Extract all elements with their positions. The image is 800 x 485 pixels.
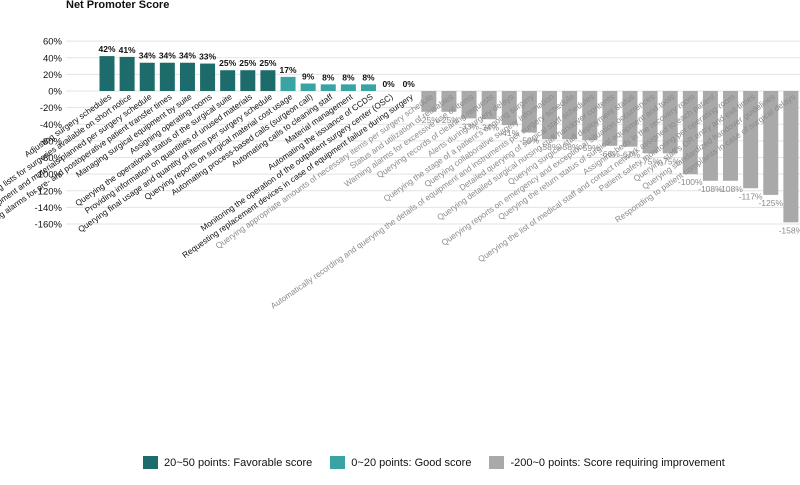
y-tick-label: -120%	[35, 186, 63, 197]
y-tick-label: -60%	[40, 136, 63, 147]
value-label: 34%	[179, 51, 196, 61]
y-axis-title: Net Promoter Score	[66, 0, 169, 11]
legend-item-favorable: 20~50 points: Favorable score	[143, 456, 312, 469]
bar	[179, 62, 195, 91]
value-label: 25%	[239, 58, 256, 68]
value-label: 17%	[280, 65, 297, 75]
bar	[662, 91, 678, 154]
value-label: -25%	[439, 115, 459, 125]
y-tick-label: -80%	[40, 153, 63, 164]
value-label: -117%	[739, 191, 763, 201]
value-label: 0%	[403, 79, 416, 89]
y-tick-label: -160%	[35, 220, 63, 231]
value-label: 8%	[362, 72, 375, 82]
bar	[99, 56, 115, 91]
y-tick-label: -40%	[40, 120, 63, 131]
bar	[783, 91, 799, 223]
value-label: -158%	[779, 225, 800, 235]
bar	[602, 91, 618, 146]
legend-label-good: 0~20 points: Good score	[351, 456, 472, 469]
bar	[481, 91, 497, 120]
bar	[260, 70, 276, 91]
y-tick-label: -140%	[35, 203, 63, 214]
value-label: -50%	[519, 136, 539, 146]
value-label: 34%	[139, 51, 156, 61]
bar	[501, 91, 517, 126]
value-label: -67%	[620, 150, 640, 160]
value-label: -58%	[540, 142, 560, 152]
value-labels: 42% 41%34% 34% 34% 33%25% 25% 25%17%9% 8% 8% 8%0%…	[98, 44, 800, 235]
bar	[622, 91, 638, 147]
bar	[723, 91, 739, 181]
value-label: -58%	[560, 142, 580, 152]
bar	[441, 91, 457, 112]
y-tick-label: 20%	[43, 70, 63, 81]
bars	[99, 56, 799, 223]
value-label: 42%	[98, 44, 115, 54]
value-label: 25%	[259, 58, 276, 68]
legend-label-improvement: -200~0 points: Score requiring improveme…	[510, 456, 725, 469]
y-tick-label: -20%	[40, 103, 63, 114]
bar	[562, 91, 578, 140]
value-label: -25%	[419, 115, 439, 125]
value-label: 34%	[159, 51, 176, 61]
legend-item-improvement: -200~0 points: Score requiring improveme…	[489, 456, 725, 469]
bar	[702, 91, 718, 181]
legend: 20~50 points: Favorable score 0~20 point…	[143, 456, 725, 469]
value-label: 0%	[382, 79, 395, 89]
value-label: 9%	[302, 72, 315, 82]
bar	[542, 91, 558, 140]
value-label: -100%	[678, 177, 703, 187]
value-label: -66%	[600, 149, 620, 159]
value-label: 25%	[219, 58, 236, 68]
bar	[360, 84, 376, 91]
bar	[300, 83, 316, 91]
y-tick-label: 60%	[43, 37, 63, 48]
y-tick-label: -100%	[35, 170, 63, 181]
bar	[200, 63, 216, 91]
value-label: -75%	[660, 156, 680, 166]
value-label: -108%	[718, 184, 743, 194]
legend-swatch-favorable	[143, 456, 158, 469]
value-label: 8%	[322, 72, 335, 82]
bar	[521, 91, 537, 133]
legend-swatch-improvement	[489, 456, 505, 469]
bar	[642, 91, 658, 154]
y-tick-label: 40%	[43, 53, 63, 64]
bar	[682, 91, 698, 175]
value-label: 41%	[119, 45, 136, 55]
value-label: -75%	[640, 156, 660, 166]
legend-swatch-good	[330, 456, 346, 469]
bar	[320, 84, 336, 91]
bar	[763, 91, 779, 195]
bar	[240, 70, 256, 91]
bar	[159, 62, 175, 91]
legend-label-favorable: 20~50 points: Favorable score	[164, 456, 313, 469]
bar	[280, 76, 296, 91]
y-tick-label: 0%	[48, 87, 62, 98]
value-label: 33%	[199, 52, 216, 62]
value-label: -34%	[479, 122, 499, 132]
bar	[119, 56, 135, 91]
value-label: -59%	[580, 143, 600, 153]
bar	[421, 91, 437, 112]
value-label: 8%	[342, 72, 355, 82]
y-tick-labels: -160% -140% -120% -100% -80% -60% -40% -20% 0% 20…	[35, 37, 63, 231]
bar	[340, 84, 356, 91]
legend-item-good: 0~20 points: Good score	[330, 456, 471, 469]
bar	[220, 70, 236, 91]
bar	[139, 62, 155, 91]
value-label: -108%	[698, 184, 723, 194]
value-label: -33%	[459, 121, 479, 131]
bar	[461, 91, 477, 119]
bar	[743, 91, 759, 189]
bar	[582, 91, 598, 141]
value-label: -125%	[758, 198, 783, 208]
value-label: -41%	[499, 128, 519, 138]
